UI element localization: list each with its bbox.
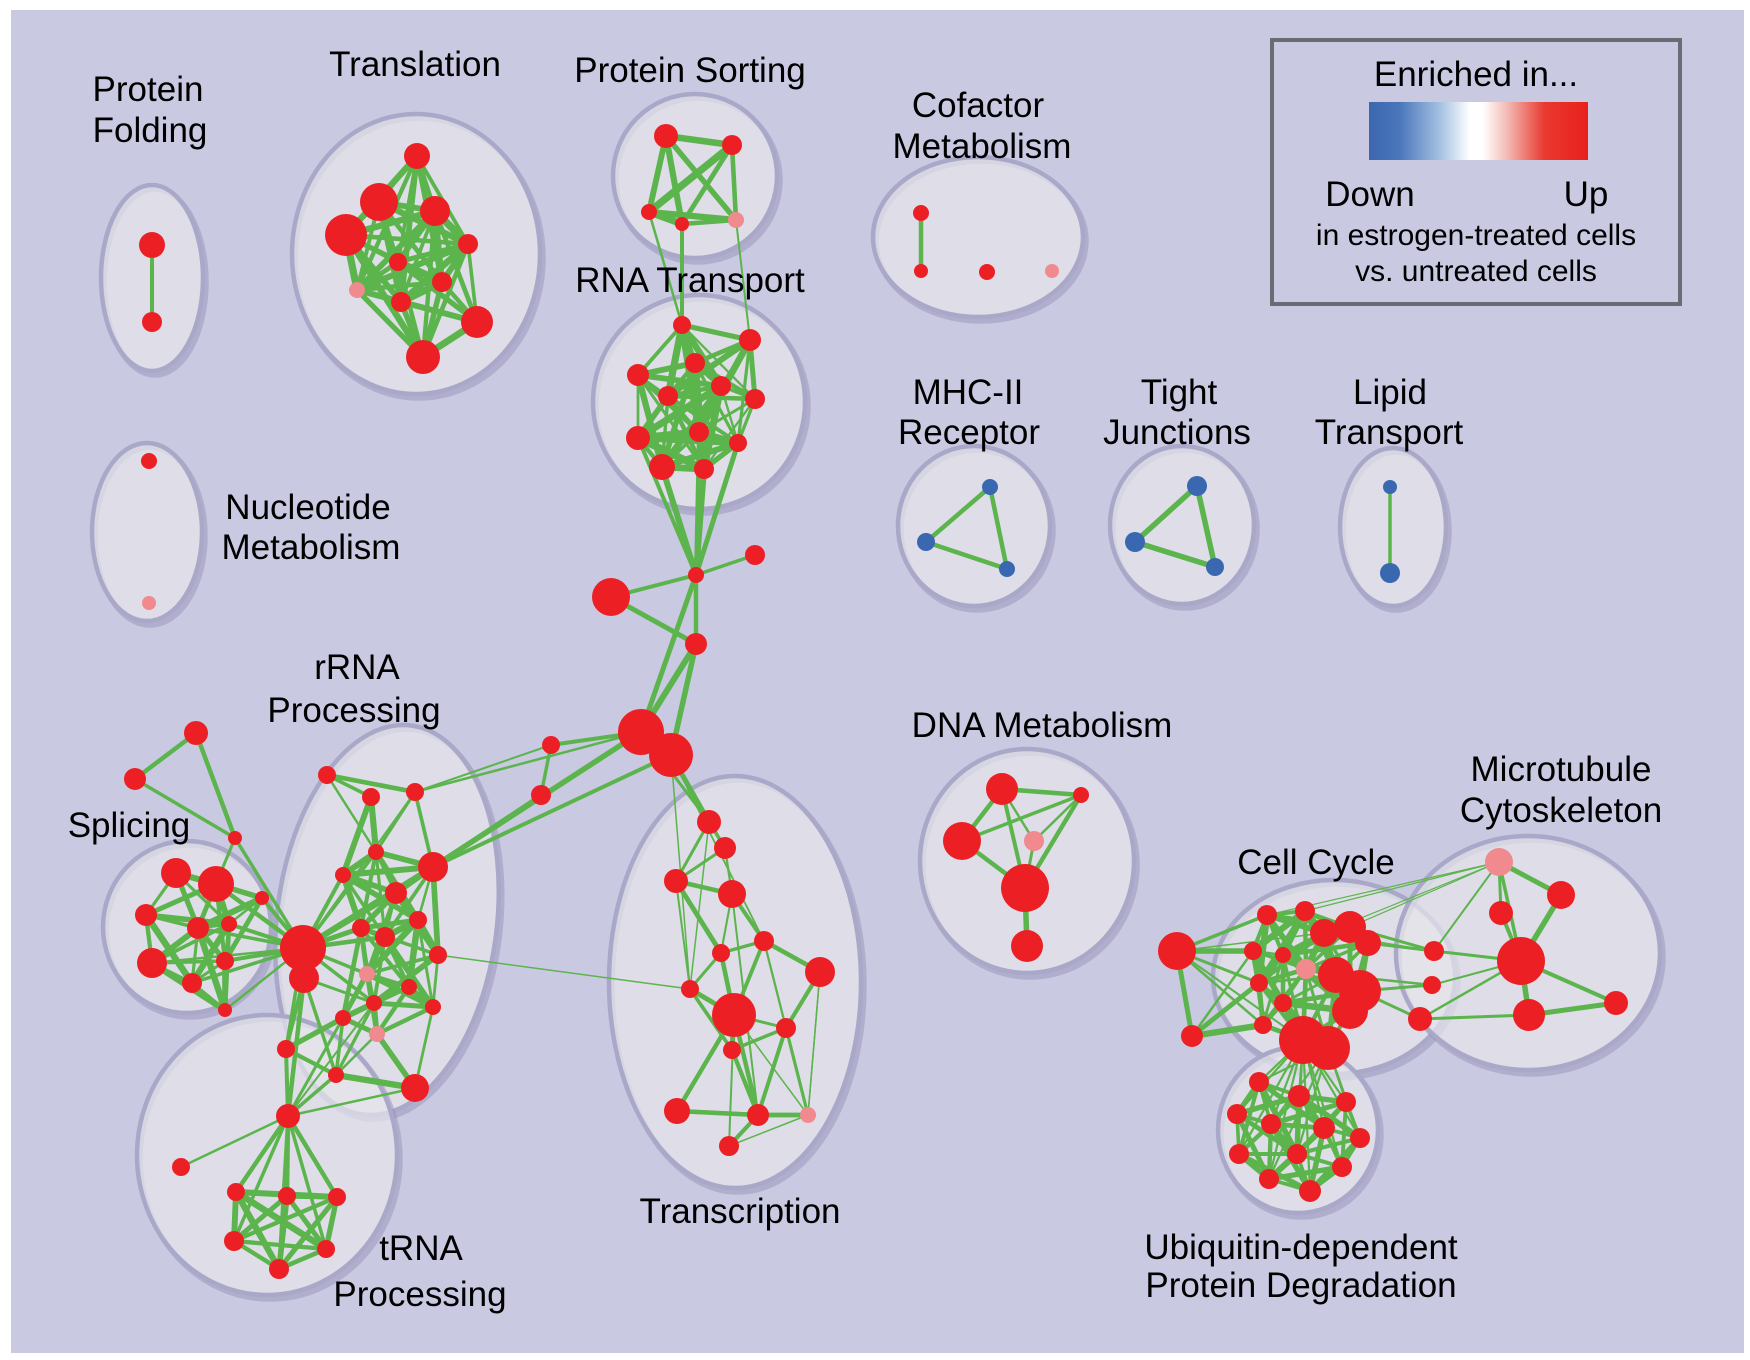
svg-text:tRNA: tRNA [379, 1229, 463, 1268]
svg-text:Junctions: Junctions [1103, 413, 1251, 452]
svg-text:Processing: Processing [333, 1275, 506, 1314]
svg-text:vs. untreated cells: vs. untreated cells [1355, 255, 1597, 288]
svg-text:Metabolism: Metabolism [893, 127, 1072, 166]
svg-text:Transcription: Transcription [640, 1192, 841, 1231]
svg-text:Cytoskeleton: Cytoskeleton [1460, 791, 1662, 830]
svg-text:Enriched in...: Enriched in... [1374, 55, 1578, 94]
svg-text:Translation: Translation [329, 45, 501, 84]
svg-text:Nucleotide: Nucleotide [225, 488, 390, 527]
svg-text:Up: Up [1564, 175, 1609, 214]
svg-text:Metabolism: Metabolism [222, 528, 401, 567]
svg-text:Splicing: Splicing [68, 806, 191, 845]
svg-text:rRNA: rRNA [314, 648, 400, 687]
svg-text:Protein: Protein [93, 70, 204, 109]
svg-text:Protein Sorting: Protein Sorting [574, 51, 806, 90]
svg-text:Transport: Transport [1315, 413, 1464, 452]
svg-text:Ubiquitin-dependent: Ubiquitin-dependent [1144, 1228, 1458, 1267]
svg-text:DNA Metabolism: DNA Metabolism [912, 706, 1173, 745]
svg-text:in estrogen-treated cells: in estrogen-treated cells [1316, 219, 1636, 252]
svg-text:Microtubule: Microtubule [1471, 750, 1652, 789]
svg-text:Down: Down [1325, 175, 1414, 214]
svg-text:Receptor: Receptor [898, 413, 1040, 452]
svg-text:Cofactor: Cofactor [912, 86, 1045, 125]
svg-text:Cell Cycle: Cell Cycle [1237, 843, 1395, 882]
svg-text:Folding: Folding [93, 111, 208, 150]
svg-text:Tight: Tight [1141, 373, 1218, 412]
svg-text:RNA Transport: RNA Transport [575, 261, 805, 300]
svg-text:Protein Degradation: Protein Degradation [1145, 1266, 1456, 1305]
svg-text:MHC-II: MHC-II [913, 373, 1024, 412]
svg-text:Processing: Processing [267, 691, 440, 730]
svg-text:Lipid: Lipid [1353, 373, 1427, 412]
